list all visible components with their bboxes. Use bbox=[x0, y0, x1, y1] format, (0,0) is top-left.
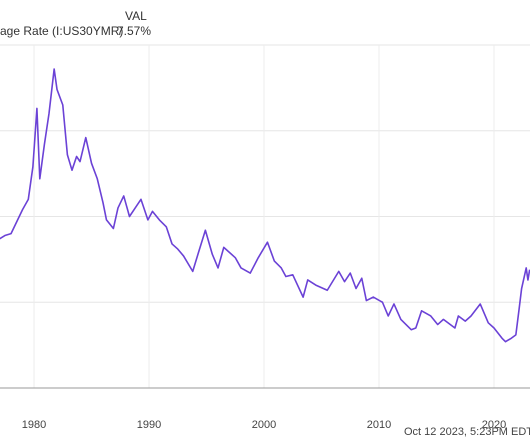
x-tick-label: 2020 bbox=[482, 419, 506, 431]
legend-header: VAL bbox=[125, 9, 147, 23]
line-series bbox=[0, 68, 530, 343]
legend-series-name: age Rate (I:US30YMR) bbox=[0, 24, 123, 38]
x-tick-label: 1980 bbox=[22, 419, 46, 431]
x-tick-label: 1990 bbox=[137, 419, 161, 431]
x-tick-label: 2000 bbox=[252, 419, 276, 431]
x-tick-label: 2010 bbox=[367, 419, 391, 431]
legend-last-value: 7.57% bbox=[117, 24, 151, 38]
footer: Oct 12 2023, 5:23PM EDT. Powered b bbox=[404, 426, 530, 438]
